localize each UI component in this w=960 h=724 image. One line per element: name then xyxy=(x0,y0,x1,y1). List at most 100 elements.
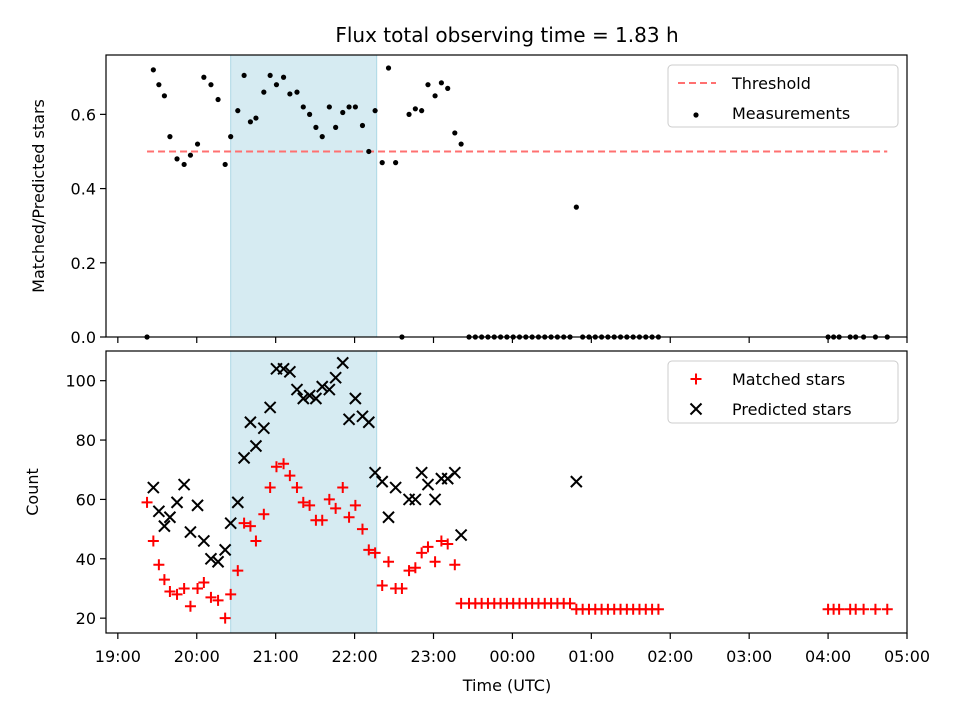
data-point xyxy=(333,124,339,130)
y-tick-label: 20 xyxy=(76,609,96,628)
observing-window-span xyxy=(230,54,378,338)
data-point xyxy=(363,544,375,556)
data-point xyxy=(409,493,422,506)
data-point xyxy=(278,458,290,470)
data-point xyxy=(261,89,267,95)
data-point xyxy=(158,574,170,586)
data-point xyxy=(187,152,194,158)
data-point xyxy=(249,439,263,453)
data-point xyxy=(438,80,444,86)
y-tick-label: 0.2 xyxy=(71,254,96,273)
data-point xyxy=(218,543,232,557)
legend-swatch xyxy=(689,402,703,416)
data-point xyxy=(337,482,349,494)
data-point xyxy=(833,603,845,615)
x-tick-label: 05:00 xyxy=(884,647,930,666)
data-point xyxy=(379,160,385,166)
data-point xyxy=(231,496,244,509)
data-point xyxy=(881,603,893,615)
data-point xyxy=(403,565,415,577)
data-point xyxy=(419,108,425,114)
data-point xyxy=(389,481,402,494)
data-point xyxy=(319,134,325,140)
data-point xyxy=(170,496,184,509)
data-point xyxy=(191,499,204,512)
data-point xyxy=(258,508,270,520)
data-point xyxy=(359,122,366,129)
data-point xyxy=(167,134,173,140)
data-point xyxy=(323,493,335,505)
data-point xyxy=(421,478,435,491)
data-point xyxy=(235,108,241,114)
data-point xyxy=(253,115,259,121)
data-point xyxy=(858,603,870,615)
data-point xyxy=(177,478,191,491)
data-point xyxy=(336,356,349,370)
data-point xyxy=(194,141,201,147)
legend-box xyxy=(667,360,899,424)
data-point xyxy=(304,499,316,511)
data-point xyxy=(215,96,221,103)
data-point xyxy=(197,534,211,548)
data-point xyxy=(222,161,228,168)
data-point xyxy=(326,104,332,110)
data-point xyxy=(330,502,342,514)
top-panel-ratio: 0.0 0.2 0.4 0.6 Matched/Predicted stars Thres… xyxy=(29,54,908,347)
data-point xyxy=(211,555,225,568)
x-tick-label: 19:00 xyxy=(95,647,141,666)
data-point xyxy=(244,520,256,532)
data-point xyxy=(343,511,355,523)
data-point xyxy=(570,475,583,488)
y-axis-label: Matched/Predicted stars xyxy=(29,99,48,293)
data-point xyxy=(241,72,247,79)
data-point xyxy=(184,525,197,539)
data-point xyxy=(454,528,468,542)
y-tick-label: 80 xyxy=(76,431,96,450)
data-point xyxy=(164,585,176,597)
data-point xyxy=(393,160,399,166)
data-point xyxy=(280,74,287,80)
data-point xyxy=(448,466,462,479)
data-point xyxy=(428,493,442,506)
data-point xyxy=(290,383,304,396)
data-point xyxy=(372,108,378,114)
data-point xyxy=(349,392,362,405)
data-point xyxy=(435,535,447,547)
data-point xyxy=(181,161,187,168)
y-tick-label: 0.6 xyxy=(71,105,96,124)
data-point xyxy=(147,535,159,547)
data-point xyxy=(368,466,382,479)
data-point xyxy=(208,82,214,88)
x-tick-label: 23:00 xyxy=(410,647,456,666)
data-point xyxy=(396,582,408,594)
data-point xyxy=(163,511,177,524)
data-point xyxy=(277,362,290,376)
data-point xyxy=(429,556,441,568)
data-point xyxy=(323,383,336,396)
data-point xyxy=(442,538,454,550)
y-tick-label: 100 xyxy=(65,372,96,391)
data-point xyxy=(257,421,271,435)
data-point xyxy=(297,496,309,508)
data-point xyxy=(141,496,153,508)
data-point xyxy=(445,85,451,91)
data-point xyxy=(225,588,237,600)
data-point xyxy=(409,562,421,574)
data-point xyxy=(383,556,395,568)
data-point xyxy=(362,416,375,429)
data-point xyxy=(406,111,412,117)
data-point xyxy=(147,481,160,494)
data-point xyxy=(184,600,196,612)
x-tick-label: 03:00 xyxy=(726,647,772,666)
data-point xyxy=(369,547,381,559)
bottom-panel-counts: 20 40 60 80 100 Count Matched stars Predicted s… xyxy=(23,350,908,639)
y-tick-label: 60 xyxy=(76,490,96,509)
legend-swatch xyxy=(690,373,702,385)
x-tick-label: 21:00 xyxy=(253,647,299,666)
data-point xyxy=(201,74,207,80)
y-tick-label: 0.0 xyxy=(71,328,96,347)
data-point xyxy=(303,389,316,402)
data-point xyxy=(316,380,329,393)
data-point xyxy=(150,67,156,73)
